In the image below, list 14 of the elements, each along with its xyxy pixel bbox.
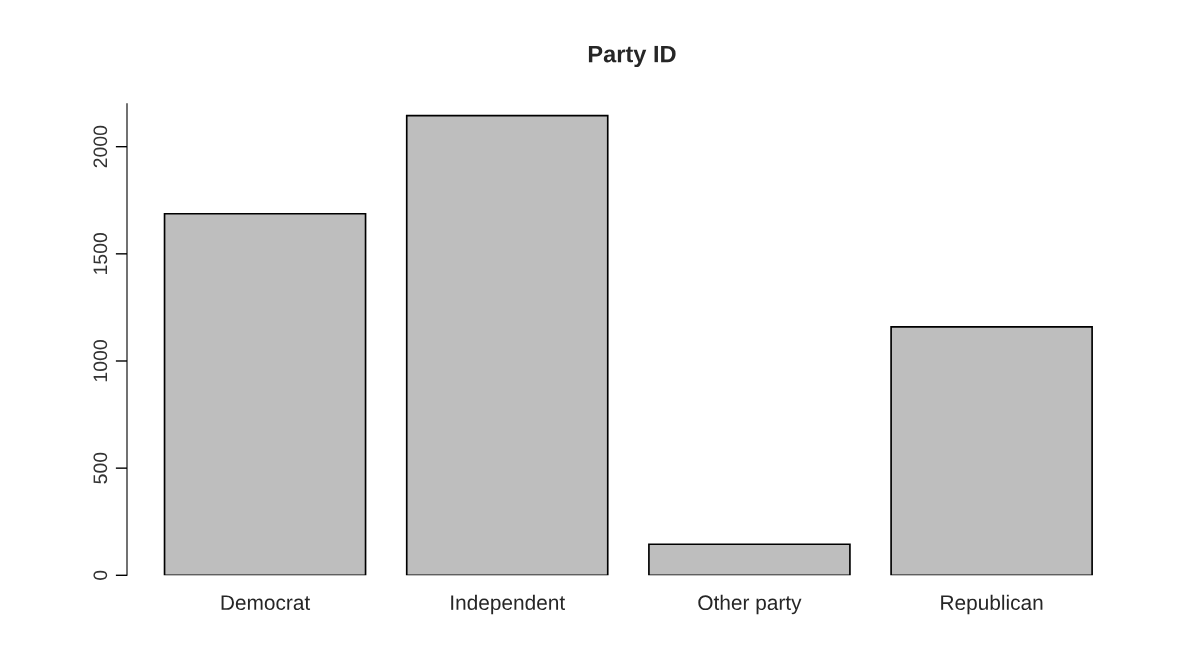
y-tick-label: 1500 (93, 232, 108, 274)
x-tick-label: Republican (941, 594, 1043, 615)
bar (405, 114, 609, 576)
bar (890, 326, 1093, 576)
y-tick-label: 2000 (93, 125, 108, 168)
x-tick-label: Other party (698, 594, 802, 615)
bar (163, 212, 367, 576)
bar (648, 543, 851, 576)
x-tick-label: Independent (451, 594, 566, 615)
y-tick-label: 0 (93, 570, 108, 580)
x-tick-label: Democrat (221, 595, 311, 611)
chart-title: Party ID (588, 45, 676, 68)
y-tick-label: 1000 (93, 340, 108, 382)
y-tick-label: 500 (93, 452, 108, 484)
